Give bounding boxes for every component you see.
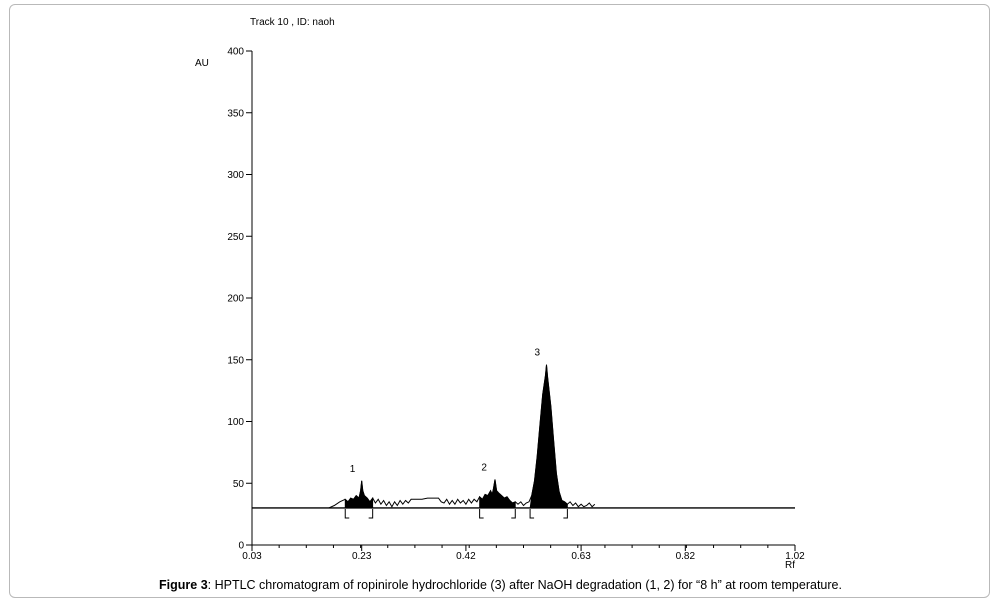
y-tick-label: 150	[227, 355, 244, 366]
axes: 0 50 100 150 200 250 300 350 400 0.03 0.23 0.42 0.63…	[227, 47, 805, 563]
y-tick-label: 50	[233, 479, 245, 490]
peak-1-start-bracket	[344, 508, 350, 519]
peak-1-area	[344, 480, 374, 509]
y-tick-label: 0	[238, 541, 244, 552]
y-axis-label: AU	[195, 58, 209, 69]
x-tick-label: 0.42	[456, 551, 476, 562]
peak-fills	[344, 364, 568, 509]
peak-2-start-bracket	[479, 508, 484, 519]
y-tick-label: 350	[227, 108, 244, 119]
peak-2-label: 2	[481, 463, 487, 474]
x-tick-label: 1.02	[785, 551, 805, 562]
y-tick-label: 100	[227, 417, 244, 428]
caption-text: : HPTLC chromatogram of ropinirole hydro…	[207, 578, 842, 592]
x-axis-label: Rf	[785, 560, 795, 571]
y-tick-label: 400	[227, 47, 244, 58]
peak-2-area	[479, 479, 516, 509]
peak-1-end-bracket	[368, 508, 374, 519]
x-tick-label: 0.23	[352, 551, 372, 562]
y-tick-label: 200	[227, 294, 244, 305]
peak-markers: 1 2 3	[344, 348, 568, 519]
x-tick-label: 0.63	[571, 551, 591, 562]
figure-frame	[9, 4, 990, 598]
figure-caption: Figure 3: HPTLC chromatogram of ropiniro…	[0, 578, 1001, 592]
caption-label: Figure 3	[159, 578, 208, 592]
chart-title: Track 10 , ID: naoh	[250, 17, 335, 28]
trace-group	[328, 364, 596, 509]
x-tick-label: 0.82	[676, 551, 696, 562]
peak-3-start-bracket	[529, 508, 535, 519]
peak-3-end-bracket	[563, 508, 568, 519]
peak-1-label: 1	[350, 464, 356, 475]
y-tick-label: 250	[227, 232, 244, 243]
peak-2-end-bracket	[511, 508, 516, 519]
peak-3-label: 3	[535, 348, 541, 359]
chromatogram-trace	[328, 364, 596, 509]
x-tick-label: 0.03	[242, 551, 262, 562]
y-tick-label: 300	[227, 170, 244, 181]
